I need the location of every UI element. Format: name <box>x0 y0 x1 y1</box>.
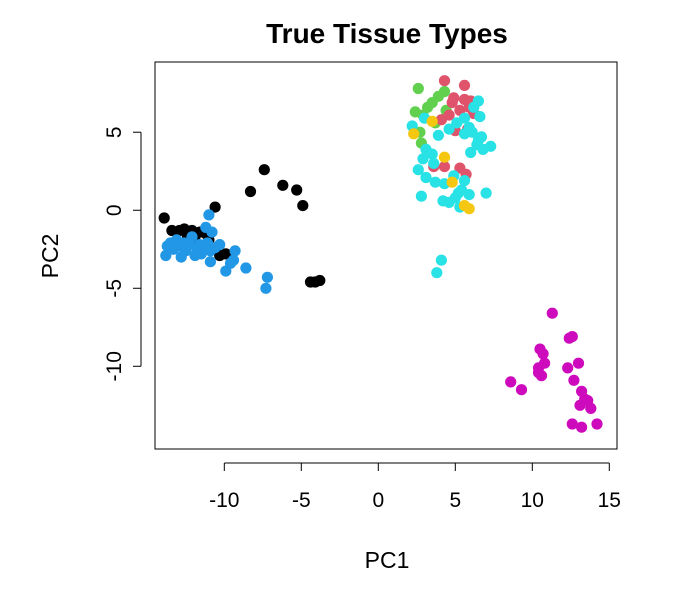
data-point <box>438 86 451 98</box>
data-point <box>426 148 438 160</box>
data-point <box>428 157 440 169</box>
data-point <box>532 366 545 379</box>
data-point <box>412 82 424 95</box>
point-series <box>160 209 273 294</box>
data-point <box>455 184 468 196</box>
data-point <box>435 254 447 266</box>
point-series <box>406 95 497 279</box>
data-point <box>591 418 603 430</box>
data-point <box>431 267 443 279</box>
data-point <box>291 184 303 196</box>
data-point <box>443 123 455 135</box>
y-tick-label: 0 <box>103 204 126 216</box>
data-point <box>429 176 441 188</box>
data-point <box>446 176 458 188</box>
data-points <box>158 75 603 433</box>
data-point <box>415 190 427 202</box>
data-point <box>209 201 221 213</box>
data-point <box>432 129 444 141</box>
data-point <box>204 256 216 268</box>
data-point <box>206 226 218 238</box>
data-point <box>160 249 172 262</box>
data-point <box>572 357 585 369</box>
data-point <box>412 164 424 176</box>
data-point <box>203 209 215 221</box>
point-series <box>408 115 475 215</box>
x-tick-label: 10 <box>521 489 544 512</box>
data-point <box>505 376 517 388</box>
data-point <box>562 362 574 374</box>
data-point <box>426 115 438 127</box>
data-point <box>446 97 458 109</box>
data-point <box>515 384 528 396</box>
data-point <box>568 374 580 386</box>
data-point <box>240 262 252 274</box>
data-point <box>277 179 289 191</box>
data-point <box>451 117 463 129</box>
data-point <box>260 282 272 294</box>
data-point <box>574 399 586 411</box>
data-point <box>258 164 270 176</box>
data-point <box>465 146 477 159</box>
data-point <box>261 271 273 283</box>
data-point <box>566 418 578 430</box>
data-point <box>585 402 597 414</box>
data-point <box>458 79 471 91</box>
y-tick-label: 5 <box>103 126 126 138</box>
y-tick-label: -5 <box>103 279 126 298</box>
data-point <box>438 151 451 163</box>
data-point <box>468 101 480 113</box>
data-point <box>220 248 232 260</box>
data-point <box>463 203 475 215</box>
x-tick-label: 0 <box>372 489 384 512</box>
data-point <box>546 307 558 319</box>
data-point <box>186 231 198 243</box>
x-tick-label: -5 <box>292 489 311 512</box>
data-point <box>408 128 420 140</box>
data-point <box>229 245 241 257</box>
data-point <box>458 175 471 187</box>
data-point <box>214 239 226 251</box>
data-point <box>537 348 549 360</box>
y-tick-label: -10 <box>103 351 126 381</box>
data-point <box>314 274 326 287</box>
y-axis-label: PC2 <box>37 234 63 279</box>
plot-frame <box>154 61 618 450</box>
data-point <box>244 185 257 198</box>
data-point <box>566 331 578 343</box>
data-point <box>438 161 451 173</box>
x-axis: -10 -5 0 5 10 15 <box>209 462 621 512</box>
data-point <box>485 140 497 152</box>
data-point <box>227 254 240 266</box>
data-point <box>435 114 447 126</box>
data-point <box>458 128 471 140</box>
data-point <box>297 200 309 212</box>
x-tick-label: 5 <box>449 489 461 512</box>
chart-title: True Tissue Types <box>266 18 508 49</box>
data-point <box>480 187 492 199</box>
data-point <box>437 195 449 207</box>
x-tick-label: -10 <box>209 489 239 512</box>
data-point <box>474 111 486 123</box>
point-series <box>505 307 603 433</box>
data-point <box>417 153 429 165</box>
data-point <box>420 171 432 184</box>
data-point <box>158 212 170 224</box>
data-point <box>438 75 451 87</box>
x-axis-label: PC1 <box>365 547 410 573</box>
data-point <box>576 421 588 433</box>
y-axis: -10 -5 0 5 <box>103 126 142 381</box>
x-tick-label: 15 <box>598 489 621 512</box>
